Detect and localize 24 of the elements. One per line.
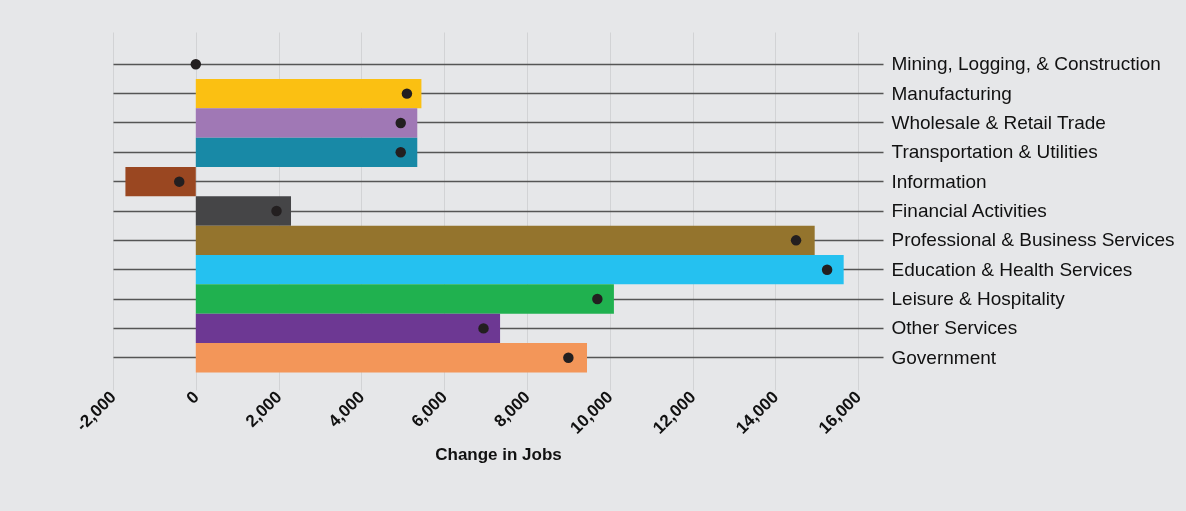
point <box>478 323 489 334</box>
y-tick-label: Financial Activities <box>891 200 1047 221</box>
point <box>395 147 406 158</box>
y-tick-label: Transportation & Utilities <box>891 141 1098 163</box>
y-tick-label: Education & Health Services <box>891 258 1133 280</box>
point <box>592 293 603 305</box>
y-tick-label: Mining, Logging, & Construction <box>891 53 1161 75</box>
point <box>395 117 406 129</box>
point <box>173 176 185 187</box>
y-tick-label: Professional & Business Services <box>891 229 1175 251</box>
point <box>271 205 282 217</box>
point <box>821 264 833 275</box>
y-tick-label: Information <box>891 170 987 192</box>
y-tick-label: Leisure & Hospitality <box>891 288 1066 310</box>
y-tick-label: Manufacturing <box>891 82 1012 104</box>
y-tick-label: Other Services <box>891 317 1018 339</box>
point <box>563 352 574 363</box>
point <box>790 235 802 246</box>
point <box>401 88 413 99</box>
x-axis-title: Change in Jobs <box>435 444 562 464</box>
point <box>190 59 202 70</box>
x-tick-label: 0 <box>182 387 203 408</box>
y-tick-label: Government <box>891 346 997 368</box>
y-tick-label: Wholesale & Retail Trade <box>891 111 1106 133</box>
